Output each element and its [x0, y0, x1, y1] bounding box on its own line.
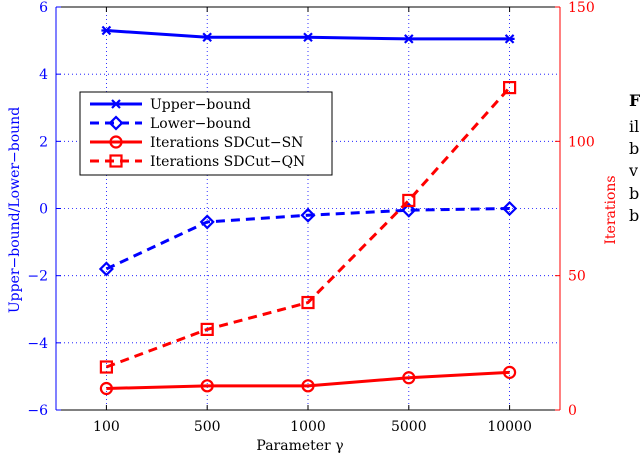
legend: Upper−bound Lower−bound Iterations SDCut−S…	[79, 91, 333, 176]
caption-fragment: b	[629, 139, 640, 158]
x-tick-label: 100	[93, 419, 120, 435]
data-point	[200, 322, 214, 336]
right-tick-label: 50	[568, 269, 586, 285]
series-line	[105, 207, 510, 271]
series-line	[105, 86, 511, 369]
series-line	[106, 370, 510, 391]
x-tick-label: 5000	[391, 419, 427, 435]
series-0	[101, 25, 515, 44]
series-layer	[98, 25, 518, 396]
x-axis-label: Parameter γ	[256, 438, 343, 454]
legend-label: Iterations SDCut−QN	[150, 154, 305, 170]
data-point	[301, 379, 315, 393]
legend-marker	[108, 115, 124, 131]
left-tick-label: 4	[39, 67, 48, 83]
legend-label: Iterations SDCut−SN	[150, 135, 303, 151]
data-point	[504, 34, 515, 44]
left-tick-label: −6	[27, 403, 48, 419]
legend-marker	[109, 154, 123, 168]
left-tick-label: 0	[39, 202, 48, 218]
data-point	[301, 295, 315, 310]
legend-label: Upper−bound	[150, 97, 251, 113]
data-point	[99, 360, 114, 374]
data-point	[199, 214, 215, 230]
left-tick-label: −4	[27, 336, 48, 352]
data-point	[403, 34, 414, 44]
right-y-axis-label: Iterations	[603, 175, 619, 244]
data-point	[202, 32, 213, 43]
caption-fragment: v	[629, 161, 639, 180]
caption-fragment: F	[629, 91, 640, 110]
data-point	[101, 25, 112, 36]
data-point	[502, 200, 518, 217]
caption-fragment: il	[629, 117, 640, 136]
caption-fragment: b	[629, 206, 640, 225]
axis-ticks: −6 −4 −2 0 2 4 6 0 50 100 150 100 500 1000 5000 10000	[27, 0, 594, 435]
left-tick-label: −2	[27, 269, 48, 285]
data-point	[99, 381, 114, 396]
data-point	[402, 371, 416, 385]
series-3	[99, 80, 517, 374]
data-point	[402, 193, 416, 208]
x-tick-label: 1000	[290, 419, 326, 435]
right-tick-label: 150	[568, 0, 595, 16]
data-point	[303, 32, 313, 43]
data-point	[98, 261, 114, 277]
caption-fragment: b	[629, 184, 640, 203]
x-tick-label: 500	[194, 419, 221, 435]
data-point	[300, 207, 316, 223]
series-1	[98, 200, 518, 277]
left-tick-label: 6	[39, 0, 48, 16]
legend-marker	[111, 99, 121, 109]
right-tick-label: 100	[568, 134, 595, 150]
left-y-axis-label: Upper−bound/Lower−bound	[7, 107, 23, 313]
data-point	[503, 80, 517, 95]
left-tick-label: 2	[39, 134, 48, 150]
x-tick-label: 10000	[487, 419, 532, 435]
legend-label: Lower−bound	[150, 116, 251, 132]
right-tick-label: 0	[568, 403, 577, 419]
legend-marker	[109, 135, 123, 149]
series-2	[99, 365, 517, 396]
data-point	[200, 379, 214, 393]
data-point	[503, 365, 517, 379]
data-point	[401, 202, 417, 218]
